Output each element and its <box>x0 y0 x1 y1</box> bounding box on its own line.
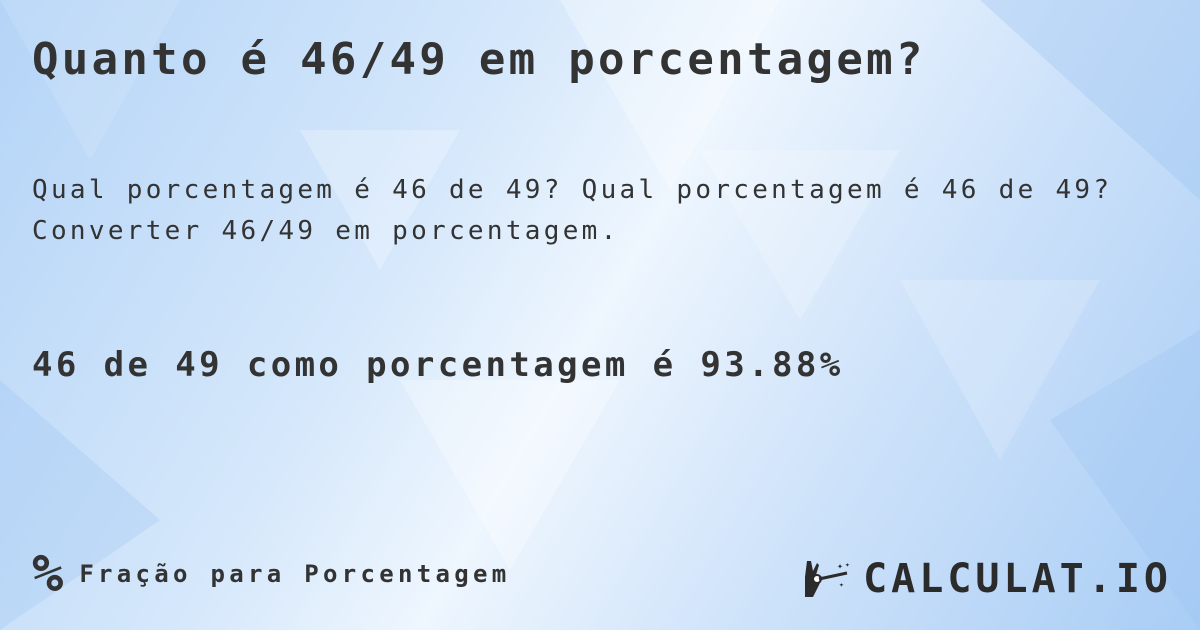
page-title: Quanto é 46/49 em porcentagem? <box>32 34 926 85</box>
logo-text: CALCULAT.IO <box>863 556 1172 602</box>
convert-text: Converter 46/49 em porcentagem. <box>32 216 620 246</box>
svg-text:✦: ✦ <box>839 580 844 589</box>
category-label: Fração para Porcentagem <box>79 560 511 588</box>
svg-text:✦: ✦ <box>845 560 850 569</box>
calculat-io-logo[interactable]: ✦ ✦ ✦ CALCULAT.IO <box>803 556 1172 602</box>
category-link[interactable]: % Fração para Porcentagem <box>32 548 511 600</box>
answer-text: 46 de 49 como porcentagem é 93.88% <box>32 345 844 385</box>
percent-icon: % <box>32 544 64 604</box>
question-text: Qual porcentagem é 46 de 49? Qual porcen… <box>32 175 1113 205</box>
magic-hand-icon: ✦ ✦ ✦ <box>805 560 850 597</box>
svg-text:✦: ✦ <box>837 561 843 572</box>
